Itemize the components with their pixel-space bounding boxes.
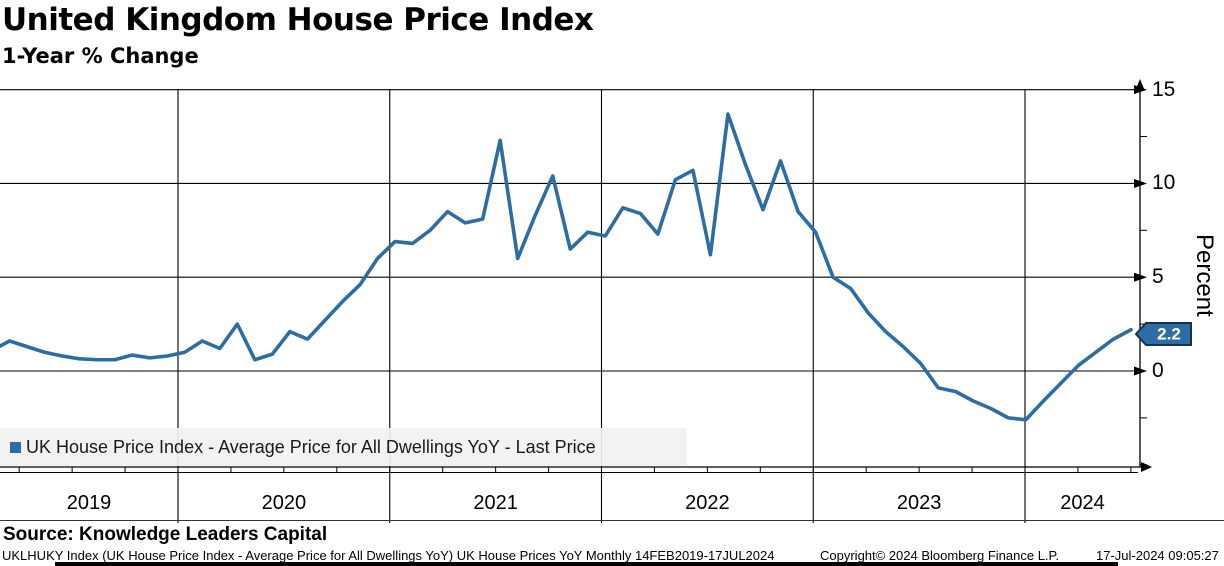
x-year-label: 2022 [685,492,730,514]
y-tick-label: 5 [1152,265,1164,289]
chart-subtitle: 1-Year % Change [2,44,199,68]
page-title: United Kingdom House Price Index [2,2,594,38]
footer-instrument-info: UKLHUKY Index (UK House Price Index - Av… [2,548,775,563]
axes [0,79,1152,473]
y-tick-label: 15 [1152,77,1176,101]
x-year-label: 2021 [473,492,518,514]
x-year-label: 2020 [261,492,307,514]
y-tick-label: 10 [1152,171,1176,195]
house-price-index-line [0,112,1133,422]
footer-timestamp: 17-Jul-2024 09:05:27 [1096,548,1219,563]
bottom-bar [55,562,1118,566]
y-major-tick-arrow-icon [1134,178,1147,188]
last-price-value: 2.2 [1157,324,1181,343]
grid-lines [0,89,1140,523]
y-major-tick-arrow-icon [1134,272,1147,282]
last-price-tag: 2.2 [1134,322,1192,346]
y-tick-label: 0 [1152,359,1164,382]
legend[interactable]: UK House Price Index - Average Price for… [0,428,687,466]
footer-copyright: Copyright© 2024 Bloomberg Finance L.P. [820,548,1060,563]
axis-right-arrow-icon [1141,462,1152,472]
y-major-tick-arrow-icon [1134,366,1147,376]
y-major-tick-arrow-icon [1134,85,1147,95]
price-line-series [0,112,1133,422]
price-flag-icon [1134,322,1192,346]
source-credit: Source: Knowledge Leaders Capital [3,524,328,545]
legend-series-label: UK House Price Index - Average Price for… [26,436,596,457]
x-year-label: 2019 [66,492,112,514]
series-color-swatch-icon [10,441,21,453]
y-axis-title: Percent [1191,234,1218,317]
x-year-label: 2023 [896,492,942,514]
chart-footer-divider [0,520,1224,521]
x-year-label: 2024 [1060,492,1105,514]
